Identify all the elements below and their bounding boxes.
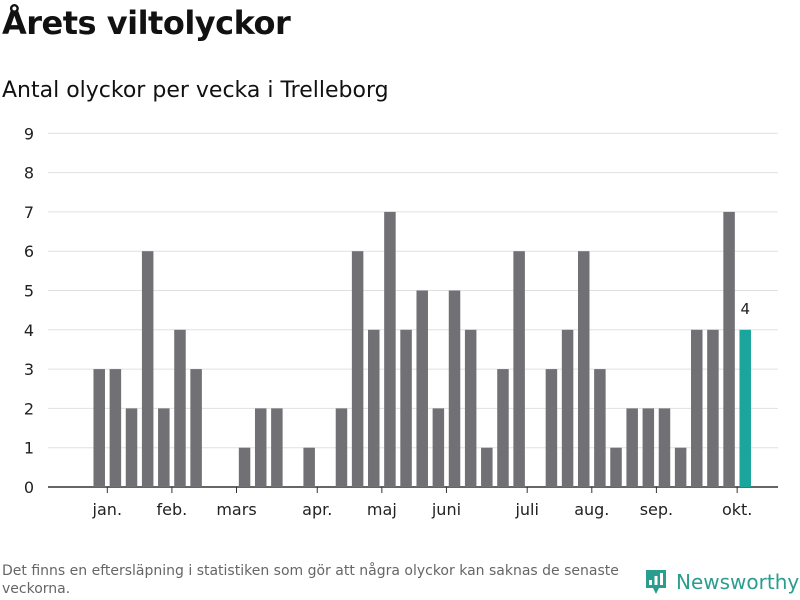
- x-tick-label: apr.: [302, 500, 332, 519]
- grid-lines: [48, 132, 778, 493]
- bar: [174, 329, 186, 487]
- y-tick-label: 1: [24, 439, 34, 458]
- bar: [400, 329, 412, 487]
- y-tick-label: 4: [24, 321, 34, 340]
- brand: Newsworthy: [644, 568, 799, 596]
- bar: [368, 329, 380, 487]
- chart-subtitle: Antal olyckor per vecka i Trelleborg: [2, 78, 389, 103]
- bar: [254, 408, 267, 487]
- brand-name: Newsworthy: [676, 570, 800, 594]
- bar: [271, 408, 283, 487]
- bar: [691, 329, 703, 487]
- y-tick-label: 7: [24, 203, 34, 222]
- bar: [384, 211, 396, 487]
- bars: [93, 211, 751, 487]
- bar-chart: 0 1 2 3 4 5 6 7 8 9 4 jan. feb. mars apr. maj juni juli au…: [24, 124, 778, 519]
- bar: [416, 290, 428, 487]
- bar: [351, 251, 364, 487]
- y-tick-label: 6: [24, 242, 34, 261]
- x-tick-label: jan.: [92, 500, 122, 519]
- bar-highlight: [739, 329, 751, 487]
- bar: [125, 408, 138, 487]
- bar: [723, 211, 735, 487]
- data-label: 4: [740, 300, 750, 318]
- bar: [448, 290, 461, 487]
- bar: [432, 408, 445, 487]
- footnote: Det finns en eftersläpning i statistiken…: [2, 563, 619, 597]
- x-tick-label: juli: [514, 500, 538, 519]
- y-tick-label: 9: [24, 124, 34, 143]
- bar: [497, 369, 509, 487]
- x-tick-label: sep.: [640, 500, 673, 519]
- bar: [674, 447, 687, 487]
- bar: [707, 329, 719, 487]
- bar: [658, 408, 671, 487]
- y-tick-label: 3: [24, 360, 34, 379]
- bar: [141, 251, 154, 487]
- bar: [335, 408, 348, 487]
- x-tick-label: maj: [367, 500, 397, 519]
- bar: [238, 447, 251, 487]
- x-tick-label: juni: [431, 500, 461, 519]
- bar: [109, 369, 122, 487]
- bar: [545, 369, 558, 487]
- bar: [303, 447, 315, 487]
- chart-title: Årets viltolyckor: [2, 4, 291, 42]
- bar: [626, 408, 638, 487]
- bar: [481, 447, 493, 487]
- bar: [577, 251, 590, 487]
- bar: [610, 447, 622, 487]
- bar: [561, 329, 574, 487]
- bar: [158, 408, 170, 487]
- bar: [190, 369, 202, 487]
- x-tick-label: okt.: [722, 500, 752, 519]
- x-tick-label: mars: [216, 500, 256, 519]
- labels: 0 1 2 3 4 5 6 7 8 9 4 jan. feb. mars apr. maj juni juli au…: [24, 124, 753, 519]
- bar: [513, 251, 525, 487]
- bar: [464, 329, 477, 487]
- x-tick-label: feb.: [157, 500, 188, 519]
- bar: [594, 369, 606, 487]
- y-tick-label: 0: [24, 478, 34, 497]
- y-tick-label: 8: [24, 164, 34, 183]
- newsworthy-logo-icon: [646, 570, 666, 594]
- bar: [93, 369, 105, 487]
- y-tick-label: 5: [24, 282, 34, 301]
- x-tick-label: aug.: [574, 500, 609, 519]
- y-tick-label: 2: [24, 399, 34, 418]
- bar: [642, 408, 655, 487]
